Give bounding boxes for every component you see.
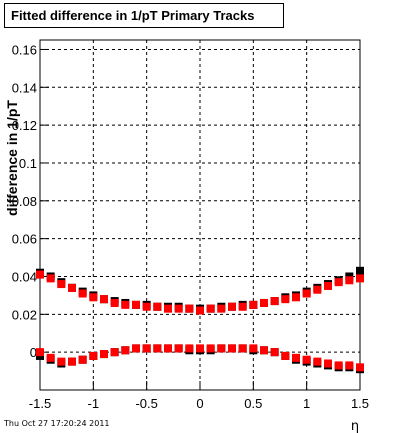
y-tick-label: 0.1 (19, 156, 37, 171)
data-point (174, 304, 183, 313)
data-point (89, 351, 98, 360)
data-point (249, 300, 258, 309)
data-point (324, 359, 332, 368)
data-point (281, 295, 290, 304)
data-point (132, 344, 140, 353)
data-point (356, 274, 364, 283)
chart-title-box: Fitted difference in 1/pT Primary Tracks (4, 3, 284, 28)
data-point (292, 353, 300, 362)
data-point (260, 298, 268, 307)
data-point (238, 302, 247, 311)
data-point (57, 357, 66, 366)
data-point (270, 297, 279, 306)
axes: -1.5 -1 -0.5 0 0.5 1 1.5 0 0.02 0.04 0.06 0.08 0.1 0.… (12, 42, 369, 411)
data-point (185, 304, 194, 313)
data-point (121, 300, 130, 309)
x-tick-label: -1.5 (29, 396, 51, 411)
data-point (345, 276, 354, 285)
data-point (206, 344, 215, 353)
data-point (174, 344, 183, 353)
y-tick-label: 0.14 (12, 80, 37, 95)
y-tick-label: 0.16 (12, 42, 37, 57)
data-point (78, 289, 87, 298)
grid (40, 40, 360, 390)
x-tick-label: -0.5 (135, 396, 157, 411)
data-point (68, 283, 76, 292)
data-point (270, 348, 279, 357)
y-tick-label: 0.12 (12, 118, 37, 133)
data-point (78, 355, 87, 364)
y-axis-label: difference in 1/pT (4, 100, 20, 216)
data-point (100, 350, 108, 359)
y-tick-label: 0.06 (12, 232, 37, 247)
data-point (206, 304, 215, 313)
y-tick-label: 0.08 (12, 194, 37, 209)
data-point (324, 281, 332, 290)
x-axis-label: η (351, 419, 359, 433)
data-point (281, 351, 290, 360)
data-point (260, 346, 268, 355)
data-point (196, 344, 204, 353)
series-2 (36, 270, 364, 315)
chart-title: Fitted difference in 1/pT Primary Tracks (11, 8, 255, 23)
x-tick-label: 1 (303, 396, 310, 411)
data-point (46, 353, 55, 362)
x-tick-label: -1 (88, 396, 100, 411)
data-point (68, 357, 76, 366)
data-point (228, 344, 236, 353)
data-point (345, 361, 354, 370)
data-point (110, 298, 119, 307)
data-point (356, 266, 364, 275)
data-point (196, 306, 204, 315)
data-point (217, 344, 226, 353)
data-point (100, 295, 108, 304)
data-points (36, 266, 364, 374)
data-point (121, 346, 130, 355)
data-point (185, 344, 194, 353)
data-point (302, 355, 311, 364)
x-tick-label: 1.5 (351, 396, 369, 411)
data-point (164, 304, 172, 313)
data-point (36, 348, 44, 357)
data-point (46, 274, 55, 283)
data-point (164, 344, 172, 353)
y-tick-label: 0.04 (12, 269, 37, 284)
data-point (249, 344, 258, 353)
data-point (142, 344, 151, 353)
data-point (302, 289, 311, 298)
data-point (142, 302, 151, 311)
y-tick-label: 0 (30, 345, 37, 360)
data-point (132, 300, 140, 309)
data-point (89, 293, 98, 302)
data-point (57, 280, 66, 289)
data-point (228, 302, 236, 311)
data-point (334, 361, 343, 370)
data-point (36, 270, 44, 279)
data-point (238, 344, 247, 353)
data-point (153, 344, 162, 353)
timestamp-footer: Thu Oct 27 17:20:24 2011 (4, 419, 110, 428)
data-point (292, 293, 300, 302)
data-point (313, 285, 322, 294)
x-tick-label: 0.5 (244, 396, 262, 411)
x-tick-label: 0 (196, 396, 203, 411)
data-point (217, 304, 226, 313)
data-point (110, 348, 119, 357)
data-point (356, 363, 364, 372)
data-point (313, 357, 322, 366)
series-4 (36, 344, 364, 372)
data-point (153, 302, 162, 311)
data-point (334, 278, 343, 287)
y-tick-label: 0.02 (12, 307, 37, 322)
